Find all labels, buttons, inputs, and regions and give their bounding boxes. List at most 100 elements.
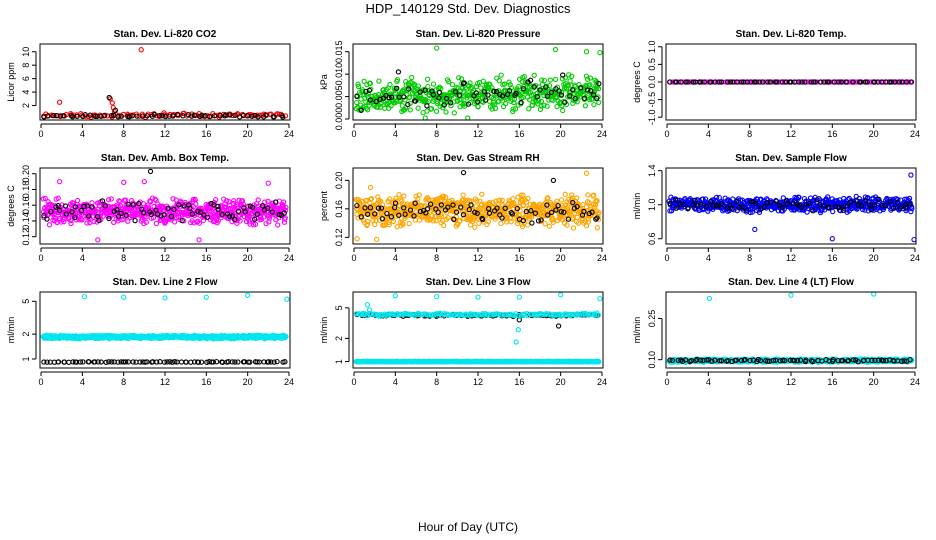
data-point	[902, 202, 908, 208]
data-point	[255, 114, 261, 120]
data-point	[66, 359, 72, 365]
data-point	[478, 85, 484, 91]
data-point	[558, 92, 565, 98]
data-point	[568, 205, 574, 211]
data-point-outlier	[81, 293, 88, 300]
data-point	[518, 192, 524, 199]
data-point	[676, 79, 682, 85]
data-point	[836, 204, 842, 211]
x-axis: 0 4 8 12 16 20 24	[351, 123, 607, 139]
data-point	[373, 217, 379, 224]
data-point	[460, 212, 467, 218]
point-layer	[40, 168, 289, 243]
data-point	[210, 359, 216, 365]
data-point	[848, 199, 854, 205]
x-axis: 0 4 8 12 16 20 24	[351, 371, 607, 387]
data-point	[552, 76, 559, 83]
data-point	[247, 359, 253, 365]
data-point	[589, 209, 595, 215]
data-point	[596, 359, 602, 365]
data-point	[98, 359, 104, 365]
data-point	[394, 77, 401, 83]
data-point	[120, 359, 127, 365]
data-point	[821, 79, 827, 85]
data-point-outlier	[558, 292, 564, 298]
x-axis: 0 4 8 12 16 20 24	[38, 123, 294, 139]
data-point	[736, 204, 743, 211]
data-point	[232, 359, 238, 365]
data-point	[545, 212, 551, 218]
x-tick-label: 8	[747, 129, 752, 139]
x-tick-label: 16	[201, 129, 211, 139]
data-point	[561, 209, 567, 215]
data-point	[569, 73, 575, 79]
data-point	[486, 210, 493, 216]
data-point	[667, 200, 673, 207]
data-point	[747, 209, 753, 216]
data-point	[232, 112, 238, 118]
x-tick-label: 4	[393, 129, 398, 139]
y-axis: 0.120.160.20	[334, 172, 350, 247]
x-tick-label: 0	[351, 129, 356, 139]
data-point	[172, 359, 178, 365]
data-point-outlier	[475, 294, 481, 300]
data-point	[384, 101, 391, 107]
data-point-outlier	[392, 293, 398, 299]
data-point	[515, 102, 521, 108]
data-point	[907, 201, 913, 207]
data-point	[445, 79, 452, 85]
data-point	[594, 198, 600, 204]
y-axis-label: ml/min	[632, 193, 642, 220]
data-point	[398, 215, 405, 221]
data-point	[103, 359, 109, 365]
data-point	[144, 359, 150, 365]
data-point	[237, 218, 243, 224]
data-point	[844, 203, 851, 209]
y-tick-label: 4	[21, 90, 31, 95]
data-point	[451, 110, 457, 116]
data-point	[494, 75, 500, 81]
data-point	[123, 197, 129, 203]
data-point	[355, 81, 361, 87]
data-point	[585, 219, 591, 225]
data-point	[423, 210, 429, 216]
data-point	[283, 333, 289, 340]
data-point	[796, 79, 802, 85]
data-point	[814, 197, 820, 203]
data-point	[372, 211, 378, 217]
data-point	[594, 215, 600, 221]
data-point	[126, 114, 133, 120]
data-point	[876, 196, 882, 203]
data-point	[710, 203, 716, 209]
data-point-outlier	[162, 295, 168, 301]
data-point	[749, 209, 755, 215]
data-point	[698, 201, 704, 207]
data-point-outlier	[354, 236, 360, 242]
data-point	[462, 101, 468, 107]
data-point	[537, 87, 543, 93]
panel-title: Stan. Dev. Li-820 CO2	[114, 29, 217, 40]
data-point	[229, 213, 235, 219]
data-point	[518, 99, 524, 106]
data-point	[868, 206, 875, 213]
data-point	[799, 79, 805, 85]
data-point	[485, 92, 491, 98]
data-point	[560, 107, 566, 114]
data-point	[738, 79, 745, 85]
x-axis: 0 4 8 12 16 20 24	[351, 247, 607, 263]
data-point	[373, 98, 379, 105]
data-point	[266, 215, 273, 221]
y-tick-label: 0.12	[334, 229, 344, 247]
data-point	[562, 99, 568, 105]
data-point	[436, 207, 442, 213]
data-point	[141, 220, 147, 227]
x-tick-label: 20	[869, 129, 879, 139]
data-point	[400, 221, 406, 227]
data-point	[525, 195, 531, 202]
data-point	[509, 211, 516, 217]
data-point	[905, 79, 912, 85]
data-point	[574, 195, 580, 201]
